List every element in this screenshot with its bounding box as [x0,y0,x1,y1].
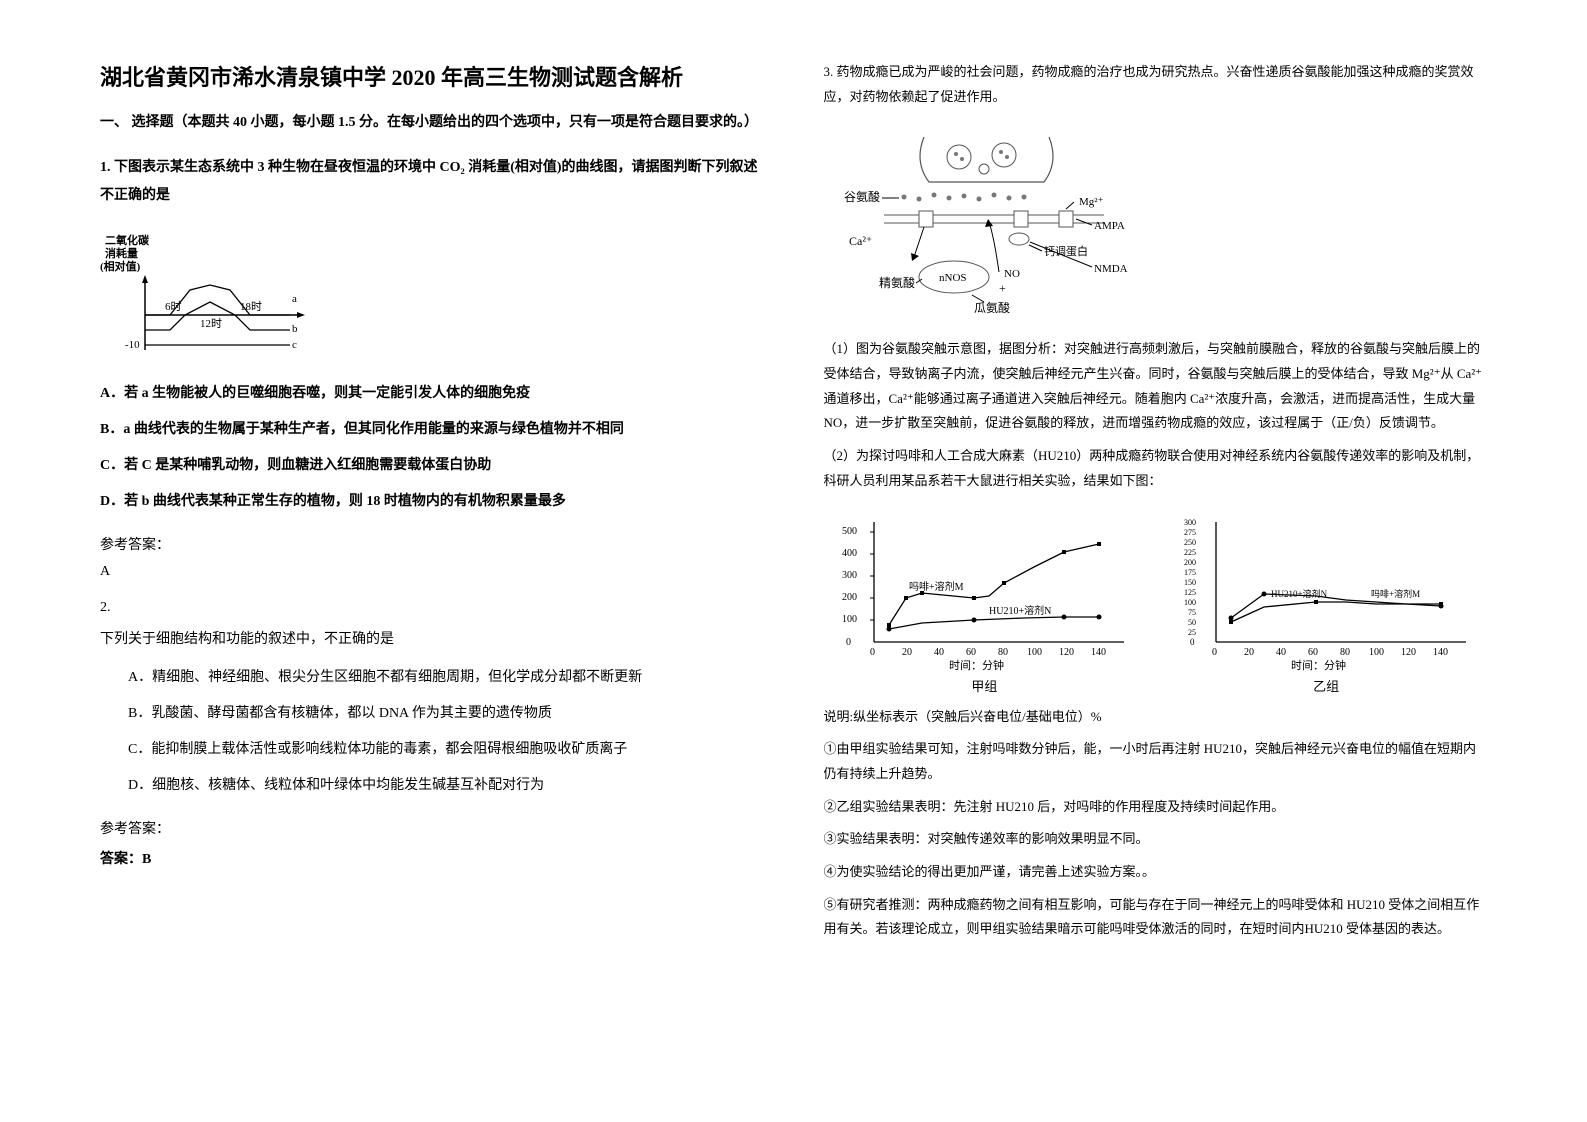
chart-b-caption: 乙组 [1313,676,1339,695]
svg-text:0: 0 [846,637,851,648]
svg-text:6时: 6时 [165,300,182,313]
svg-text:nNOS: nNOS [939,272,967,284]
left-column: 湖北省黄冈市浠水清泉镇中学 2020 年高三生物测试题含解析 一、 选择题（本题… [100,60,764,1062]
svg-text:二氧化碳: 二氧化碳 [105,233,150,247]
q1-option-d: D．若 b 曲线代表某种正常生存的植物，则 18 时植物内的有机物积累量最多 [100,488,764,516]
q3-p2: （2）为探讨吗啡和人工合成大麻素（HU210）两种成瘾药物联合使用对神经系统内谷… [824,444,1488,493]
svg-text:a: a [292,293,297,305]
svg-text:瓜氨酸: 瓜氨酸 [974,300,1010,315]
svg-text:225: 225 [1184,548,1196,557]
svg-text:0: 0 [1190,637,1195,647]
q3-sub1: ①由甲组实验结果可知，注射吗啡数分钟后，能，一小时后再注射 HU210，突触后神… [824,737,1488,786]
svg-text:500: 500 [842,526,857,537]
svg-text:200: 200 [1184,558,1196,567]
svg-text:c: c [292,339,297,351]
q1-chart: 二氧化碳 消耗量 (相对值) a b c 6时 12时 18时 -10 [100,230,764,365]
svg-text:谷氨酸: 谷氨酸 [844,189,880,204]
svg-text:0: 0 [1212,647,1217,658]
svg-text:75: 75 [1188,608,1196,617]
chart-a-caption: 甲组 [971,676,997,695]
svg-text:钙调蛋白: 钙调蛋白 [1044,244,1088,258]
q2-option-b: B．乳酸菌、酵母菌都含有核糖体，都以 DNA 作为其主要的遗传物质 [100,700,764,728]
page-title: 湖北省黄冈市浠水清泉镇中学 2020 年高三生物测试题含解析 [100,60,764,92]
svg-text:50: 50 [1188,618,1196,627]
svg-text:40: 40 [934,647,944,658]
svg-text:100: 100 [842,614,857,625]
right-column: 3. 药物成瘾已成为严峻的社会问题，药物成瘾的治疗也成为研究热点。兴奋性递质谷氨… [824,60,1488,1062]
svg-text:250: 250 [1184,538,1196,547]
svg-text:100: 100 [1369,647,1384,658]
svg-text:Mg²⁺: Mg²⁺ [1079,196,1104,208]
svg-text:20: 20 [1244,647,1254,658]
svg-text:吗啡+溶剂M: 吗啡+溶剂M [1371,588,1420,599]
q1-option-a: A．若 a 生物能被人的巨噬细胞吞噬，则其一定能引发人体的细胞免疫 [100,380,764,408]
q3-chart-a: 0 100 200 300 400 500 0 20 40 60 80 100 … [824,512,1146,695]
svg-text:120: 120 [1401,647,1416,658]
q2-num: 2. [100,600,764,616]
svg-text:140: 140 [1091,647,1106,658]
q2-answer: 答案：B [100,848,764,868]
svg-text:HU210+溶剂N: HU210+溶剂N [989,604,1051,617]
svg-text:-10: -10 [125,339,140,351]
svg-text:b: b [292,323,298,335]
svg-text:125: 125 [1184,588,1196,597]
svg-text:NO: NO [1004,268,1020,280]
q1-option-b: B．a 曲线代表的生物属于某种生产者，但其同化作用能量的来源与绿色植物并不相同 [100,416,764,444]
q3-explain: 说明:纵坐标表示（突触后兴奋电位/基础电位）% [824,705,1488,730]
svg-text:300: 300 [1184,518,1196,527]
svg-text:时间：分钟: 时间：分钟 [949,658,1004,672]
q3-diagram: 谷氨酸 Mg²⁺ AMPA Ca²⁺ 钙调蛋白 NMDA nNOS 精氨酸 NO [844,127,1488,322]
svg-text:Ca²⁺: Ca²⁺ [849,234,872,248]
q1-answer: A [100,564,764,580]
svg-text:(相对值): (相对值) [100,259,141,273]
svg-text:80: 80 [1340,647,1350,658]
q3-p1: （1）图为谷氨酸突触示意图，据图分析：对突触进行高频刺激后，与突触前膜融合，释放… [824,337,1488,436]
svg-text:60: 60 [966,647,976,658]
q2-option-c: C．能抑制膜上载体活性或影响线粒体功能的毒素，都会阻碍根细胞吸收矿质离子 [100,736,764,764]
svg-text:20: 20 [902,647,912,658]
svg-text:18时: 18时 [240,300,262,313]
q2-answer-label: 参考答案： [100,818,764,838]
svg-text:25: 25 [1188,628,1196,637]
svg-text:吗啡+溶剂M: 吗啡+溶剂M [909,580,964,593]
q1-answer-label: 参考答案： [100,534,764,554]
svg-text:140: 140 [1433,647,1448,658]
q3-sub3: ③实验结果表明：对突触传递效率的影响效果明显不同。 [824,827,1488,852]
svg-text:+: + [999,281,1006,295]
q3-stem: 3. 药物成瘾已成为严峻的社会问题，药物成瘾的治疗也成为研究热点。兴奋性递质谷氨… [824,60,1488,109]
svg-text:HU210+溶剂N: HU210+溶剂N [1271,588,1328,599]
q3-sub5: ⑤有研究者推测：两种成瘾药物之间有相互影响，可能与存在于同一神经元上的吗啡受体和… [824,893,1488,942]
svg-text:200: 200 [842,592,857,603]
q3-sub4: ④为使实验结论的得出更加严谨，请完善上述实验方案。。 [824,860,1488,885]
svg-text:40: 40 [1276,647,1286,658]
svg-text:100: 100 [1027,647,1042,658]
svg-text:NMDA: NMDA [1094,263,1128,275]
svg-text:275: 275 [1184,528,1196,537]
q2-option-d: D．细胞核、核糖体、线粒体和叶绿体中均能发生碱基互补配对行为 [100,772,764,800]
svg-text:80: 80 [998,647,1008,658]
q1-stem: 1. 下图表示某生态系统中 3 种生物在昼夜恒温的环境中 CO₂ 消耗量(相对值… [100,154,764,210]
section-intro: 一、 选择题（本题共 40 小题，每小题 1.5 分。在每小题给出的四个选项中，… [100,112,764,134]
q3-chart-b: 0 25 50 75 100 125 150 175 200 225 250 2… [1165,512,1487,695]
svg-text:120: 120 [1059,647,1074,658]
svg-text:60: 60 [1308,647,1318,658]
svg-text:300: 300 [842,570,857,581]
svg-text:150: 150 [1184,578,1196,587]
q2-stem: 下列关于细胞结构和功能的叙述中，不正确的是 [100,626,764,654]
svg-text:精氨酸: 精氨酸 [879,275,915,290]
svg-text:时间：分钟: 时间：分钟 [1291,658,1346,672]
svg-text:400: 400 [842,548,857,559]
q1-option-c: C．若 C 是某种哺乳动物，则血糖进入红细胞需要载体蛋白协助 [100,452,764,480]
svg-text:消耗量: 消耗量 [105,246,138,260]
svg-text:100: 100 [1184,598,1196,607]
svg-text:0: 0 [870,647,875,658]
svg-text:12时: 12时 [200,317,222,330]
svg-text:175: 175 [1184,568,1196,577]
q3-charts: 0 100 200 300 400 500 0 20 40 60 80 100 … [824,512,1488,695]
q2-option-a: A．精细胞、神经细胞、根尖分生区细胞不都有细胞周期，但化学成分却都不断更新 [100,664,764,692]
svg-text:AMPA: AMPA [1094,220,1125,232]
q3-sub2: ②乙组实验结果表明：先注射 HU210 后，对吗啡的作用程度及持续时间起作用。 [824,795,1488,820]
